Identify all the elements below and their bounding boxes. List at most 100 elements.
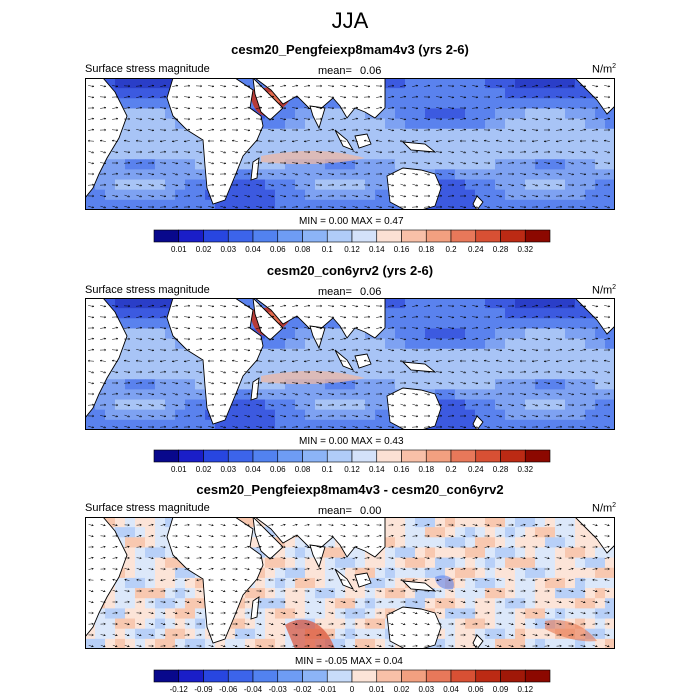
field-cell <box>465 547 476 559</box>
vector-head <box>91 348 94 350</box>
vector-head <box>247 306 251 308</box>
vector-head <box>212 371 214 374</box>
vector-head <box>303 139 306 142</box>
vector-head <box>236 316 239 319</box>
vector-head <box>428 128 431 131</box>
field-cell <box>545 108 556 120</box>
vector-head <box>236 162 239 165</box>
vector-shaft <box>280 316 286 318</box>
vector-shaft <box>388 107 394 109</box>
vector-head <box>595 348 598 350</box>
vector-shaft <box>580 129 586 131</box>
field-cell <box>415 88 426 99</box>
vector-head <box>464 194 467 197</box>
field-cell <box>585 108 596 120</box>
vector-head <box>176 305 179 308</box>
vector-head <box>380 183 383 186</box>
vector-head <box>512 118 515 121</box>
field-cell <box>275 379 286 390</box>
vector-head <box>164 129 167 132</box>
field-cell <box>535 98 546 109</box>
vector-head <box>595 317 598 319</box>
vector-shaft <box>424 404 430 406</box>
vector-head <box>608 183 611 186</box>
vector-shaft <box>520 173 526 175</box>
vector-shaft <box>532 183 538 187</box>
vector-shaft <box>268 349 274 351</box>
vector-shaft <box>244 414 250 418</box>
field-cell <box>405 338 416 350</box>
vector-head <box>608 403 611 406</box>
vector-head <box>188 337 191 340</box>
vector-head <box>104 338 107 341</box>
vector-head <box>464 304 467 307</box>
vector-head <box>224 338 227 341</box>
vector-head <box>140 393 143 396</box>
vector-head <box>452 337 455 339</box>
vector-head <box>572 95 575 98</box>
vector-shaft <box>112 360 118 362</box>
vector-head <box>344 304 347 307</box>
vector-head <box>596 151 598 154</box>
field-cell <box>415 369 426 380</box>
vector-head <box>188 118 191 121</box>
vector-shaft <box>124 184 130 186</box>
vector-shaft <box>184 172 190 176</box>
vector-head <box>404 206 407 209</box>
vector-head <box>500 415 502 418</box>
vector-head <box>260 162 263 165</box>
vector-head <box>524 205 527 208</box>
field-cell <box>405 128 416 140</box>
field-cell <box>445 419 456 430</box>
vector-head <box>344 393 347 396</box>
vector-head <box>152 316 155 319</box>
vector-shaft <box>184 404 190 406</box>
vector-head <box>207 139 210 142</box>
field-cell <box>395 308 406 319</box>
vector-shaft <box>136 162 142 164</box>
field-cell <box>495 108 506 120</box>
vector-head <box>476 118 479 121</box>
vector-head <box>128 382 131 385</box>
vector-head <box>92 151 94 154</box>
vector-head <box>296 326 299 329</box>
field-cell <box>355 108 366 120</box>
field-cell <box>345 358 356 370</box>
colorbar-swatch <box>277 449 303 463</box>
vector-head <box>140 84 143 87</box>
vector-shaft <box>364 85 370 87</box>
vector-head <box>235 337 238 339</box>
vector-head <box>536 305 539 308</box>
vector-head <box>87 140 90 143</box>
vector-head <box>572 349 575 352</box>
field-cell <box>495 527 506 538</box>
field-cell <box>525 108 536 120</box>
vector-shaft <box>544 403 550 407</box>
vector-head <box>272 161 275 164</box>
vector-head <box>404 381 407 384</box>
vector-shaft <box>352 85 358 87</box>
vector-head <box>308 371 311 374</box>
field-cell <box>415 108 426 120</box>
vector-head <box>392 128 395 131</box>
vector-shaft <box>172 382 178 384</box>
field-cell <box>185 179 196 191</box>
vector-head <box>356 404 359 407</box>
field-cell <box>395 138 406 150</box>
vector-head <box>332 108 335 110</box>
vector-head <box>428 161 431 164</box>
field-cell <box>225 409 236 421</box>
vector-head <box>512 327 515 330</box>
vector-head <box>559 185 562 187</box>
vector-head <box>583 174 587 176</box>
vector-shaft <box>400 195 406 197</box>
vector-shaft <box>304 404 310 406</box>
vector-head <box>128 425 130 428</box>
vector-head <box>428 370 431 373</box>
vector-head <box>464 205 467 208</box>
field-cell <box>155 409 166 421</box>
vector-head <box>543 139 546 142</box>
vector-head <box>296 128 299 131</box>
vector-head <box>488 128 491 131</box>
vector-head <box>512 415 514 418</box>
